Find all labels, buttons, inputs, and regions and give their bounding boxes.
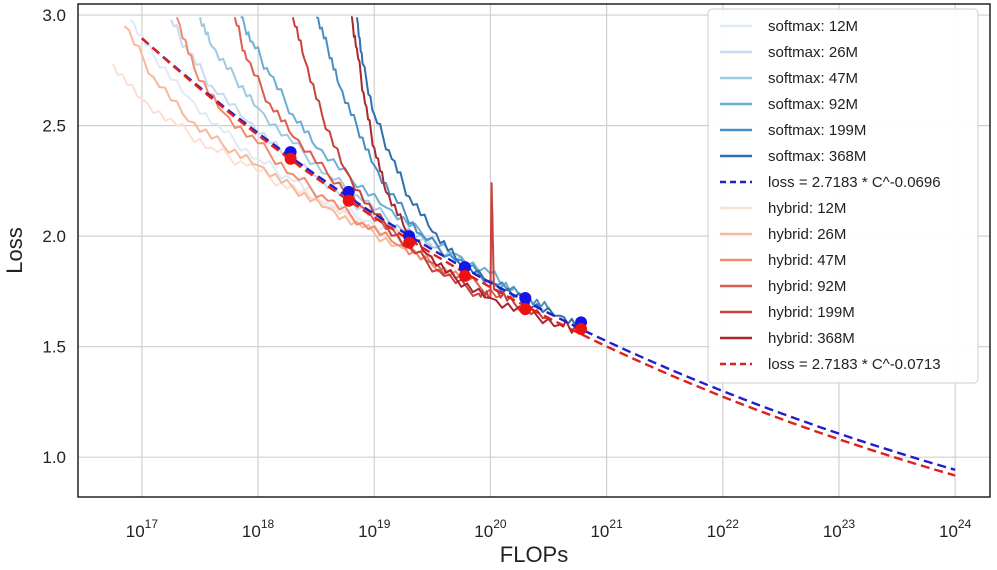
hybrid-fit-marker bbox=[519, 303, 532, 316]
legend-label: hybrid: 92M bbox=[768, 278, 846, 295]
hybrid-fit-marker bbox=[342, 194, 355, 207]
fit-layer bbox=[141, 37, 956, 477]
legend-label: softmax: 12M bbox=[768, 18, 858, 35]
x-axis-title: FLOPs bbox=[500, 542, 568, 567]
hybrid-fit-marker bbox=[575, 322, 588, 335]
hybrid-fit-marker bbox=[458, 269, 471, 282]
y-tick-label: 2.5 bbox=[42, 117, 66, 136]
legend-label: hybrid: 47M bbox=[768, 252, 846, 269]
series-line-softmax bbox=[315, 16, 550, 310]
softmax-fit-marker bbox=[342, 185, 355, 198]
x-tick-label: 1018 bbox=[242, 517, 275, 541]
plot-frame bbox=[77, 3, 991, 498]
fit-line-softmax_fit bbox=[141, 37, 956, 471]
x-tick-label: 1019 bbox=[358, 517, 391, 541]
series-line-hybrid bbox=[351, 16, 579, 334]
series-line-hybrid bbox=[291, 17, 549, 319]
legend-label: hybrid: 12M bbox=[768, 200, 846, 217]
fit-line-hybrid_fit bbox=[141, 37, 956, 477]
legend-label: softmax: 47M bbox=[768, 70, 858, 87]
legend-label: softmax: 26M bbox=[768, 44, 858, 61]
series-line-hybrid bbox=[111, 63, 387, 235]
series-line-softmax bbox=[355, 17, 585, 327]
legend-label: softmax: 199M bbox=[768, 122, 866, 139]
series-layer bbox=[111, 16, 585, 334]
legend-label: loss = 2.7183 * C^-0.0696 bbox=[768, 174, 941, 191]
series-line-hybrid bbox=[233, 17, 503, 299]
series-line-softmax bbox=[129, 18, 410, 242]
legend-label: softmax: 92M bbox=[768, 96, 858, 113]
legend: softmax: 12M softmax: 26M softmax: 47M soft… bbox=[707, 8, 979, 384]
legend-label: hybrid: 26M bbox=[768, 226, 846, 243]
y-tick-label: 3.0 bbox=[42, 6, 66, 25]
softmax-fit-marker bbox=[519, 292, 532, 305]
axis-ticks: 1017 1018 1019 1020 1021 1022 1023 1024 1.0 1.5 2.… bbox=[42, 6, 971, 541]
y-axis-title: Loss bbox=[2, 227, 27, 273]
x-tick-label: 1017 bbox=[126, 517, 159, 541]
legend-label: loss = 2.7183 * C^-0.0713 bbox=[768, 356, 941, 373]
series-line-softmax bbox=[199, 17, 469, 266]
hybrid-fit-marker bbox=[284, 152, 297, 165]
y-tick-label: 2.0 bbox=[42, 227, 66, 246]
legend-label: softmax: 368M bbox=[768, 148, 866, 165]
softmax-fit-marker bbox=[458, 261, 471, 274]
series-line-hybrid bbox=[123, 25, 433, 261]
y-tick-label: 1.5 bbox=[42, 338, 66, 357]
x-tick-label: 1022 bbox=[707, 517, 740, 541]
y-tick-label: 1.0 bbox=[42, 448, 66, 467]
hybrid-fit-marker bbox=[403, 236, 416, 249]
x-tick-label: 1023 bbox=[823, 517, 856, 541]
legend-label: hybrid: 199M bbox=[768, 304, 855, 321]
marker-layer bbox=[284, 146, 588, 335]
x-tick-label: 1020 bbox=[474, 517, 507, 541]
x-tick-label: 1021 bbox=[590, 517, 623, 541]
legend-box bbox=[707, 8, 979, 384]
legend-label: hybrid: 368M bbox=[768, 330, 855, 347]
x-tick-label: 1024 bbox=[939, 517, 972, 541]
